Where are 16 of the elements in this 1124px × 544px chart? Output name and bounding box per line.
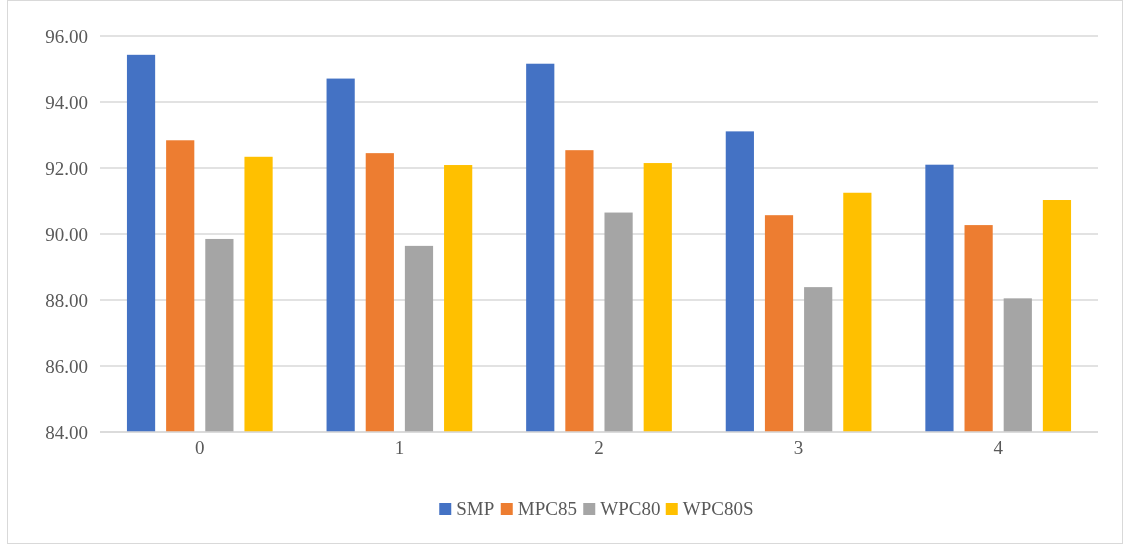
legend-label: MPC85 <box>517 498 577 519</box>
y-tick-label: 88.00 <box>45 289 88 311</box>
legend-label: WPC80S <box>682 498 754 519</box>
legend-label: SMP <box>456 498 495 519</box>
y-tick-label: 90.00 <box>45 223 88 245</box>
legend-label: WPC80 <box>600 498 661 519</box>
x-tick-label: 4 <box>993 437 1004 458</box>
x-tick-label: 2 <box>594 437 604 458</box>
y-tick-label: 96.00 <box>45 25 88 47</box>
x-tick-label: 1 <box>394 437 405 458</box>
x-tick-label: 3 <box>793 437 804 458</box>
y-tick-label: 92.00 <box>45 157 88 179</box>
y-tick-label: 84.00 <box>45 421 88 443</box>
x-tick-label: 0 <box>195 437 205 458</box>
y-tick-label: 94.00 <box>45 91 88 113</box>
y-tick-label: 86.00 <box>45 355 88 377</box>
